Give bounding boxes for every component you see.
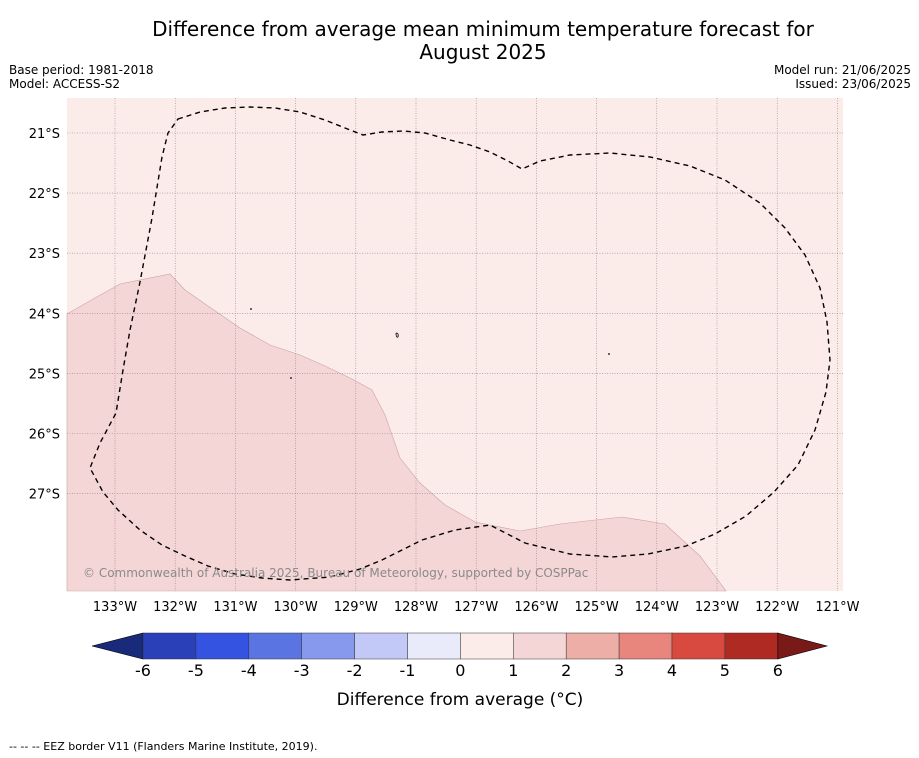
longitude-label: 124°W [635, 600, 679, 615]
colorbar-segment [565, 632, 620, 660]
island-markers [250, 308, 610, 379]
longitude-label: 123°W [695, 600, 739, 615]
longitude-label: 133°W [93, 600, 137, 615]
colorbar-segment [724, 632, 779, 660]
colorbar-segment [195, 632, 250, 660]
title-line-1: Difference from average mean minimum tem… [152, 17, 814, 41]
colorbar-tick-label: -5 [188, 661, 204, 680]
colorbar: -6 -5 -4 -3 -2 -1 0 1 2 3 4 5 6 [91, 632, 829, 680]
map-panel: © Commonwealth of Australia 2025, Bureau… [66, 98, 843, 592]
colorbar-tick-label: 4 [667, 661, 677, 680]
colorbar-tick-label: 2 [561, 661, 571, 680]
colorbar-segment [248, 632, 302, 660]
longitude-label: 121°W [815, 600, 859, 615]
graticule [67, 98, 843, 591]
longitude-label: 130°W [274, 600, 318, 615]
colorbar-extend-high [777, 632, 829, 660]
copyright-text: © Commonwealth of Australia 2025, Bureau… [83, 566, 588, 580]
colorbar-segment [354, 632, 408, 660]
colorbar-segment [407, 632, 461, 660]
colorbar-segment [618, 632, 673, 660]
colorbar-tick-label: -6 [135, 661, 151, 680]
title-line-2: August 2025 [419, 40, 547, 64]
colorbar-segment [142, 632, 197, 660]
model-name: Model: ACCESS-S2 [9, 77, 121, 91]
colorbar-segment [513, 632, 567, 660]
colorbar-segment [460, 632, 514, 660]
latitude-label: 27°S [29, 488, 60, 503]
latitude-label: 22°S [29, 187, 60, 202]
longitude-label: 129°W [334, 600, 378, 615]
longitude-label: 122°W [755, 600, 799, 615]
meta-left: Base period: 1981-2018 Model: ACCESS-S2 [9, 63, 154, 91]
colorbar-tick-label: 3 [614, 661, 624, 680]
anomaly-region [66, 273, 727, 592]
meta-right: Model run: 21/06/2025 Issued: 23/06/2025 [774, 63, 911, 91]
colorbar-segment [671, 632, 726, 660]
colorbar-tick-label: 1 [508, 661, 518, 680]
colorbar-title: Difference from average (°C) [337, 690, 584, 710]
colorbar-tick-label: -2 [347, 661, 363, 680]
latitude-label: 26°S [29, 428, 60, 443]
base-period: Base period: 1981-2018 [9, 63, 154, 77]
colorbar-segment [301, 632, 355, 660]
longitude-label: 126°W [514, 600, 558, 615]
island-marker [290, 377, 292, 379]
colorbar-tick-label: -4 [241, 661, 257, 680]
longitude-label: 125°W [575, 600, 619, 615]
island-marker [395, 332, 399, 338]
latitude-label: 25°S [29, 367, 60, 382]
model-run: Model run: 21/06/2025 [773, 63, 911, 77]
latitude-label: 23°S [29, 247, 60, 262]
colorbar-tick-label: 6 [773, 661, 783, 680]
colorbar-extend-low [91, 632, 144, 660]
chart-title: Difference from average mean minimum tem… [0, 18, 919, 64]
longitude-labels: 133°W 132°W 131°W 130°W 129°W 128°W 127°W 126°W… [93, 600, 860, 615]
longitude-label: 131°W [213, 600, 257, 615]
colorbar-tick-label: -1 [400, 661, 416, 680]
colorbar-tick-label: -3 [294, 661, 310, 680]
colorbar-tick-label: 5 [720, 661, 730, 680]
longitude-label: 128°W [394, 600, 438, 615]
longitude-label: 132°W [153, 600, 197, 615]
issued-date: Issued: 23/06/2025 [795, 77, 911, 91]
colorbar-tick-label: 0 [455, 661, 465, 680]
island-marker [608, 353, 610, 355]
latitude-label: 21°S [29, 127, 60, 142]
longitude-label: 127°W [454, 600, 498, 615]
eez-legend-note: -- -- -- EEZ border V11 (Flanders Marine… [9, 740, 318, 753]
island-marker [250, 308, 252, 310]
latitude-labels: 21°S 22°S 23°S 24°S 25°S 26°S 27°S [29, 127, 60, 503]
latitude-label: 24°S [29, 307, 60, 322]
